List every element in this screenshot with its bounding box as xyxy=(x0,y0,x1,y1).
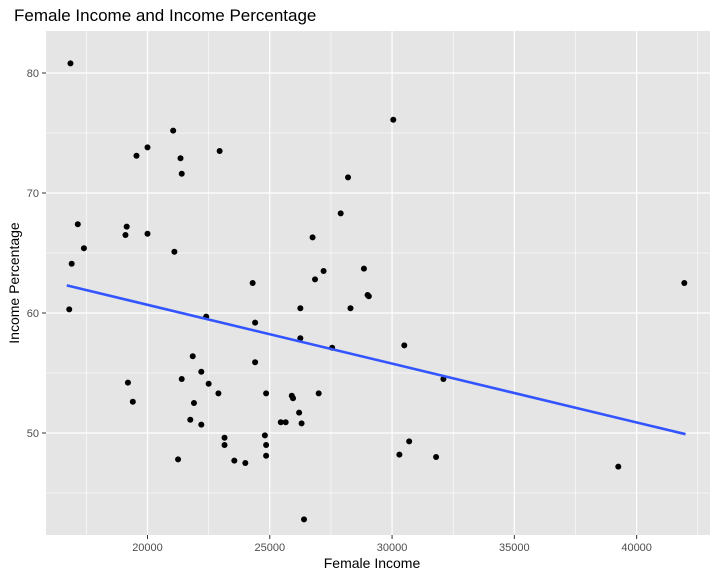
data-point xyxy=(170,127,177,134)
data-point xyxy=(252,359,259,366)
data-point xyxy=(171,248,178,255)
y-tick-label: 80 xyxy=(27,68,39,80)
x-tick-label: 25000 xyxy=(254,542,285,554)
data-point xyxy=(129,398,136,405)
data-point xyxy=(320,268,327,274)
data-point xyxy=(365,293,372,300)
minor-gridlines xyxy=(46,31,710,535)
data-point xyxy=(263,390,270,397)
y-axis-title: Income Percentage xyxy=(6,222,22,344)
data-point xyxy=(67,60,74,67)
data-point xyxy=(252,319,259,326)
data-point xyxy=(309,234,316,241)
data-point xyxy=(315,390,322,397)
data-point xyxy=(298,420,305,427)
x-axis-title: Female Income xyxy=(324,555,421,571)
data-point xyxy=(312,276,319,283)
data-point xyxy=(277,419,284,426)
data-point xyxy=(290,395,297,402)
data-points xyxy=(66,60,688,523)
data-point xyxy=(406,438,413,445)
data-point xyxy=(681,280,688,286)
data-point xyxy=(345,174,352,181)
x-tick-label: 40000 xyxy=(621,542,652,554)
y-tick-label: 50 xyxy=(27,428,39,440)
data-point xyxy=(205,380,212,387)
major-gridlines xyxy=(46,31,710,535)
data-point xyxy=(80,245,87,252)
data-point xyxy=(301,516,308,523)
tick-labels: 20000 25000 30000 35000 40000 50 60 70 80 xyxy=(27,68,652,554)
data-point xyxy=(190,400,197,406)
y-tick-label: 70 xyxy=(27,188,39,200)
data-point xyxy=(347,305,354,312)
data-point xyxy=(433,454,440,460)
data-point xyxy=(261,432,268,439)
data-point xyxy=(249,280,256,286)
plot-panel xyxy=(46,31,710,535)
data-point xyxy=(263,452,270,459)
data-point xyxy=(198,368,205,375)
data-point xyxy=(337,210,344,217)
data-point xyxy=(242,460,249,466)
x-tick-label: 20000 xyxy=(132,542,163,554)
y-tick-label: 60 xyxy=(27,308,39,320)
trend-line xyxy=(66,284,686,436)
data-point xyxy=(215,390,222,397)
x-tick-label: 30000 xyxy=(377,542,408,554)
data-point xyxy=(133,152,140,159)
data-point xyxy=(401,342,408,349)
chart-title: Female Income and Income Percentage xyxy=(14,6,316,25)
data-point xyxy=(396,451,403,458)
data-point xyxy=(390,116,397,123)
data-point xyxy=(221,434,228,441)
data-point xyxy=(360,265,367,272)
data-point xyxy=(178,170,185,177)
data-point xyxy=(187,416,194,423)
data-point xyxy=(297,335,304,342)
data-point xyxy=(189,353,196,360)
data-point xyxy=(122,232,129,238)
axis-ticks xyxy=(42,72,638,539)
data-point xyxy=(74,221,81,228)
data-point xyxy=(144,230,151,237)
data-point xyxy=(124,379,131,386)
data-point xyxy=(198,421,205,428)
data-point xyxy=(178,376,185,382)
data-point xyxy=(296,409,303,416)
data-point xyxy=(231,457,238,464)
data-point xyxy=(282,419,289,426)
data-point xyxy=(144,144,151,151)
data-point xyxy=(123,223,130,230)
data-point xyxy=(68,260,75,267)
data-point xyxy=(216,148,223,154)
data-point xyxy=(263,442,270,448)
x-tick-label: 35000 xyxy=(499,542,530,554)
data-point xyxy=(615,463,622,470)
data-point xyxy=(177,155,184,162)
data-point xyxy=(297,305,304,312)
data-point xyxy=(221,442,228,448)
data-point xyxy=(175,456,182,463)
data-point xyxy=(66,306,73,313)
